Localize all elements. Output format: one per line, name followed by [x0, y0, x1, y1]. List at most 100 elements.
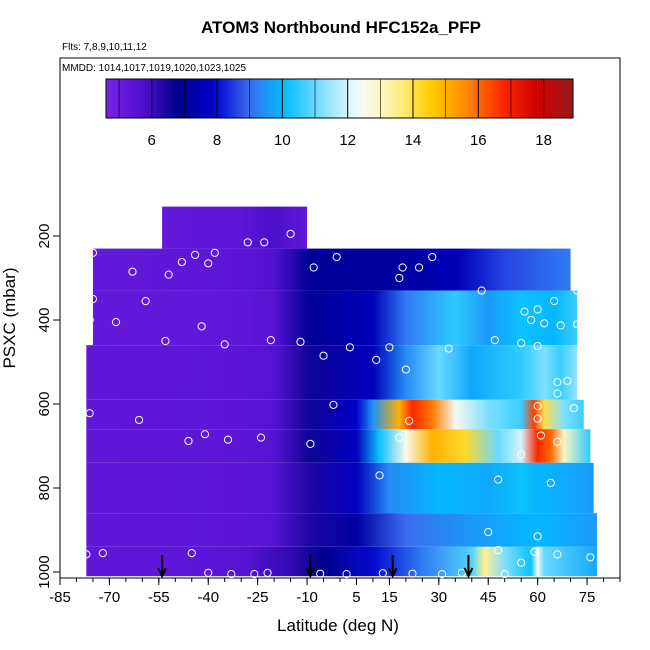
- arrow-head: [463, 567, 474, 579]
- sample-point: [190, 250, 200, 259]
- sample-point: [550, 297, 559, 306]
- sample-point: [477, 286, 486, 295]
- x-axis: -85 -70 -55 -40 -25 -10 5 15 30 45 60 75: [49, 578, 621, 606]
- x-tick-label: -85: [49, 589, 71, 606]
- field-band: [86, 345, 578, 400]
- y-tick-label: 200: [36, 223, 53, 248]
- sample-point: [414, 263, 424, 272]
- sample-point: [243, 238, 252, 247]
- arrow-head: [387, 567, 398, 579]
- sample-point: [329, 400, 338, 409]
- sample-point: [263, 568, 272, 577]
- field-band: [86, 546, 597, 577]
- sample-point: [316, 569, 325, 578]
- sample-point: [197, 322, 206, 331]
- sample-point: [220, 340, 229, 349]
- sample-point: [161, 336, 170, 346]
- field-band: [162, 206, 308, 249]
- sample-point: [533, 414, 542, 423]
- sample-point: [500, 570, 509, 579]
- dates-label: MMDD: 1014,1017,1019,1020,1023,1025: [62, 63, 246, 74]
- sample-point: [395, 273, 404, 283]
- sample-point: [494, 546, 503, 555]
- sample-point: [573, 320, 582, 329]
- sample-point: [134, 415, 144, 425]
- y-tick-label: 600: [36, 391, 53, 416]
- sample-point: [533, 341, 542, 351]
- sample-point: [533, 305, 542, 314]
- sample-point: [398, 263, 407, 272]
- sample-point: [204, 568, 213, 577]
- sample-point: [517, 450, 526, 459]
- sample-point: [520, 307, 529, 316]
- sample-point: [408, 569, 417, 578]
- sample-point: [378, 569, 387, 578]
- field-band: [92, 248, 571, 291]
- x-tick-label: -10: [296, 589, 318, 606]
- sample-point: [553, 389, 562, 398]
- sample-point: [286, 229, 295, 238]
- colorbar: 6 8 10 12 14 16 18: [105, 78, 574, 149]
- sample-point: [553, 550, 562, 559]
- sample-point: [569, 404, 578, 413]
- sample-point: [266, 336, 275, 345]
- sample-point: [85, 409, 94, 418]
- sample-point: [128, 267, 137, 276]
- sample-point: [88, 294, 98, 304]
- sample-point: [385, 343, 394, 352]
- sample-point: [82, 550, 91, 559]
- sample-point: [526, 315, 536, 325]
- arrow-head: [305, 567, 316, 579]
- sample-point: [223, 435, 233, 444]
- sample-point: [530, 547, 539, 556]
- sample-point: [342, 570, 351, 579]
- colorbar-tick-label: 10: [274, 132, 291, 149]
- sample-point: [546, 478, 555, 488]
- sample-point: [517, 339, 526, 348]
- sample-point: [517, 558, 526, 567]
- sample-point: [82, 278, 91, 287]
- y-axis-title: PSXC (mbar): [0, 267, 19, 368]
- x-tick-label: 15: [381, 589, 398, 606]
- sample-point: [553, 378, 562, 387]
- sample-point: [204, 259, 213, 268]
- x-tick-label: 75: [579, 589, 596, 606]
- flights-label: Flts: 7,8,9,10,11,12: [62, 42, 147, 53]
- y-tick-label: 800: [36, 475, 53, 500]
- sample-markers: [75, 229, 595, 579]
- sample-point: [98, 549, 107, 558]
- latitude-arrows: [157, 555, 474, 579]
- sample-point: [457, 568, 466, 577]
- sample-point: [210, 248, 219, 257]
- sample-point: [395, 433, 404, 442]
- sample-point: [484, 528, 493, 537]
- colorbar-tick-label: 6: [148, 132, 156, 149]
- sample-point: [533, 532, 542, 541]
- field-band: [92, 290, 578, 346]
- field-band: [86, 429, 591, 463]
- x-tick-label: -40: [197, 589, 219, 606]
- x-axis-title: Latitude (deg N): [277, 616, 399, 635]
- sample-point: [227, 570, 236, 579]
- sample-point: [164, 270, 173, 279]
- colorbar-tick-label: 12: [339, 132, 356, 149]
- sample-point: [200, 430, 210, 439]
- sample-point: [141, 297, 150, 306]
- sample-point: [260, 238, 269, 247]
- sample-point: [256, 433, 266, 442]
- x-tick-label: 60: [529, 589, 546, 606]
- sample-point: [401, 365, 410, 374]
- field-band: [86, 399, 584, 430]
- x-tick-label: 45: [480, 589, 497, 606]
- sample-point: [553, 437, 562, 446]
- sample-point: [438, 570, 447, 579]
- sample-point: [556, 321, 565, 330]
- sample-point: [187, 549, 196, 558]
- colorbar-gradient: [106, 79, 573, 118]
- sample-point: [573, 286, 582, 295]
- sample-point: [75, 348, 84, 357]
- sample-point: [128, 236, 137, 245]
- colorbar-tick-label: 16: [470, 132, 487, 149]
- sample-point: [309, 263, 318, 272]
- sample-point: [533, 402, 542, 411]
